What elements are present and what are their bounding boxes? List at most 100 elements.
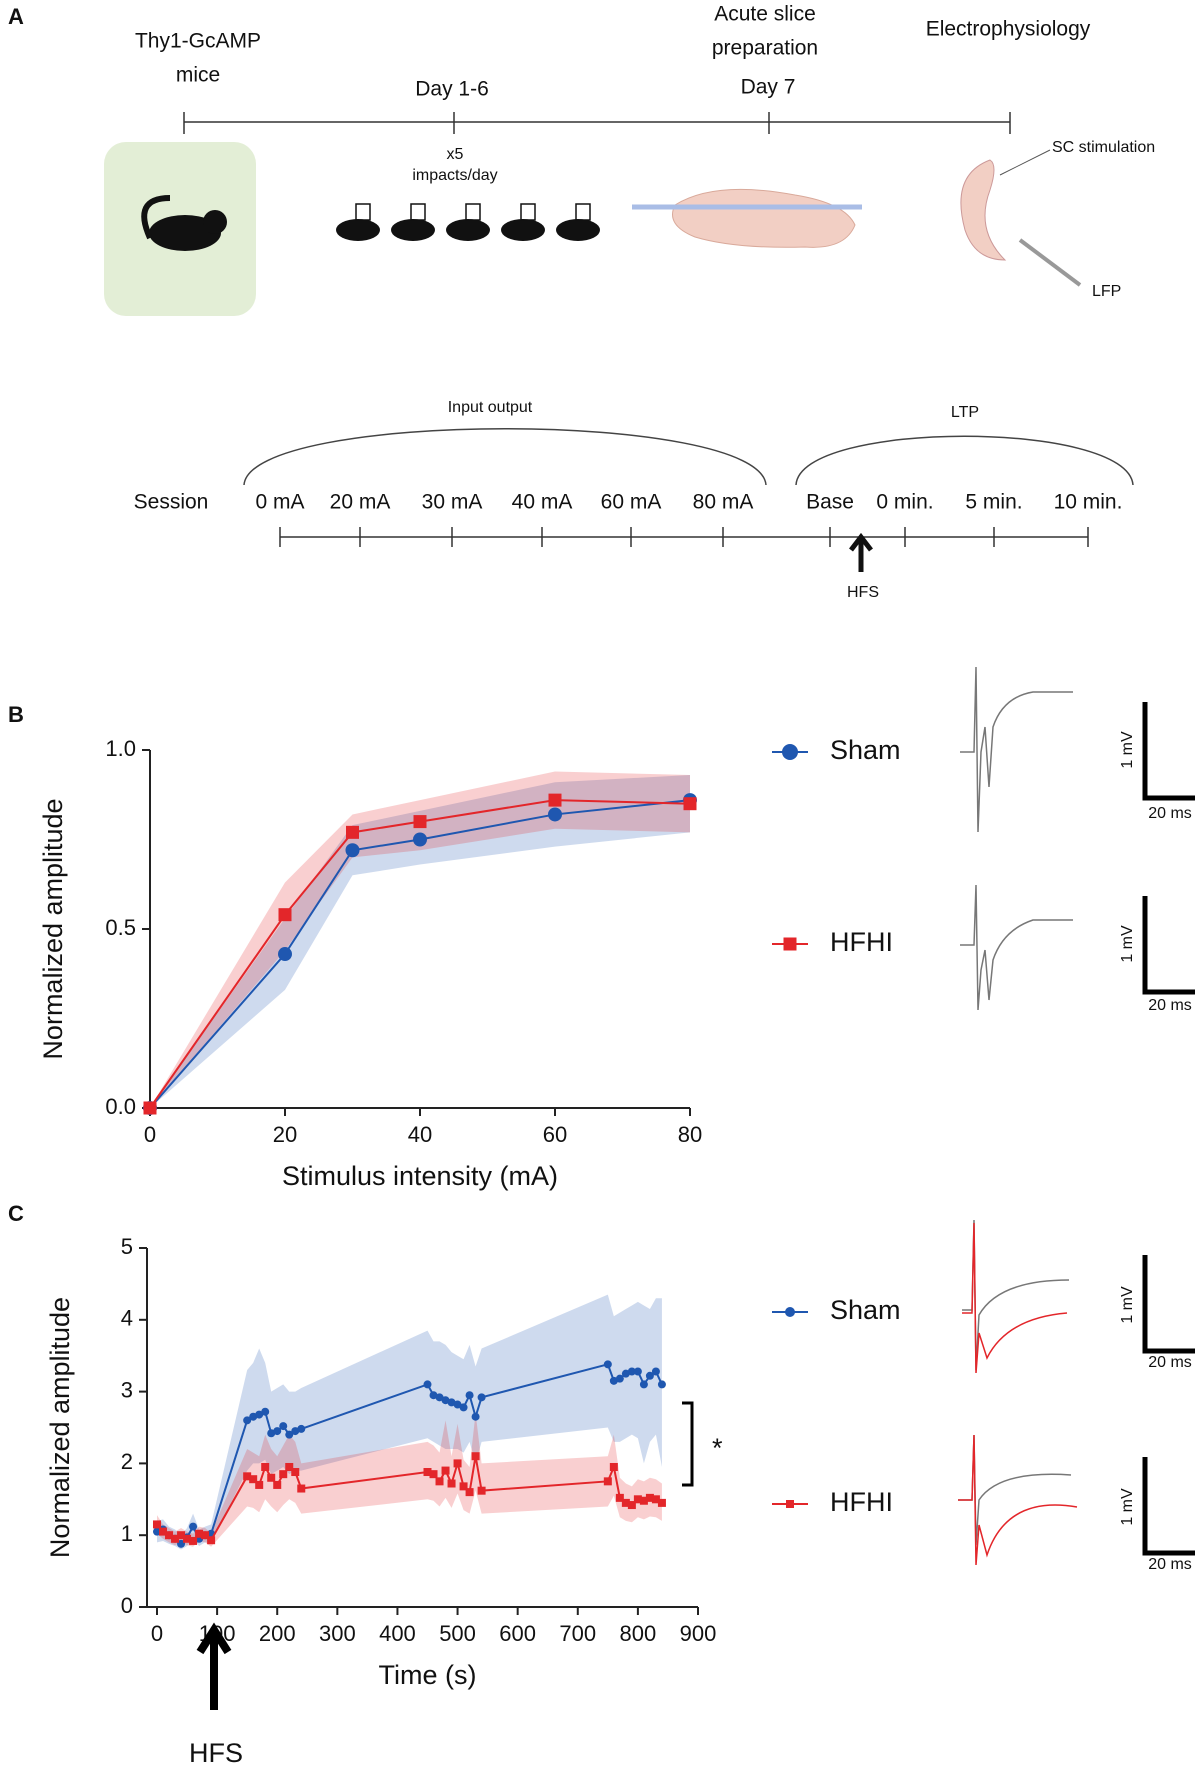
scale-label: 1 mV <box>1119 1488 1136 1526</box>
point <box>346 825 359 839</box>
session-step: 5 min. <box>965 491 1022 514</box>
point <box>171 1534 180 1543</box>
label: Day 1-6 <box>415 78 489 101</box>
point <box>291 1468 300 1477</box>
point <box>465 1391 474 1400</box>
point <box>255 1480 264 1489</box>
legend-label: HFHI <box>830 1487 893 1517</box>
impact-mice <box>336 203 600 241</box>
legend-label: Sham <box>830 1295 901 1325</box>
point <box>177 1539 186 1548</box>
y-tick-label: 1.0 <box>105 736 136 761</box>
point <box>297 1484 306 1493</box>
point <box>291 1427 300 1436</box>
point <box>459 1482 468 1491</box>
session-step: 0 min. <box>876 491 933 514</box>
label: Input output <box>448 399 533 416</box>
error-band <box>157 1294 662 1550</box>
point <box>435 1477 444 1486</box>
label: HFS <box>847 584 879 601</box>
y-tick-label: 1 <box>121 1521 133 1546</box>
point <box>645 1371 654 1380</box>
point <box>633 1495 642 1504</box>
x-tick-label: 0 <box>144 1122 156 1147</box>
timeline <box>183 112 1011 134</box>
scale-label: 1 mV <box>1119 925 1136 963</box>
point <box>243 1416 252 1425</box>
point <box>429 1391 438 1400</box>
point <box>639 1380 648 1389</box>
point <box>621 1498 630 1507</box>
point <box>345 843 360 858</box>
session-step: 60 mA <box>601 491 662 514</box>
point <box>447 1479 456 1488</box>
y-tick-label: 0 <box>121 1593 133 1618</box>
point <box>471 1452 480 1461</box>
x-axis-label: Time (s) <box>379 1660 477 1690</box>
point <box>183 1534 192 1543</box>
significance-bracket <box>682 1401 694 1487</box>
session-step: 0 mA <box>255 491 304 514</box>
label: Session <box>134 491 209 514</box>
point <box>267 1429 276 1438</box>
point <box>441 1466 450 1475</box>
point <box>609 1376 618 1385</box>
point <box>261 1407 270 1416</box>
point <box>189 1536 198 1545</box>
y-tick-label: 2 <box>121 1449 133 1474</box>
point <box>548 807 562 822</box>
point <box>279 1470 288 1479</box>
x-tick-label: 700 <box>559 1621 596 1646</box>
x-tick-label: 500 <box>439 1621 476 1646</box>
point <box>189 1522 198 1531</box>
label: LFP <box>1092 283 1121 300</box>
series-line <box>149 799 691 1109</box>
point <box>453 1400 462 1409</box>
brain <box>632 188 862 248</box>
x-tick-label: 0 <box>151 1621 163 1646</box>
point <box>285 1430 294 1439</box>
x-tick-label: 800 <box>620 1621 657 1646</box>
panel-label: A <box>8 4 24 29</box>
y-tick-label: 4 <box>121 1306 133 1331</box>
hfs-arrow <box>196 1622 232 1710</box>
point <box>201 1531 210 1540</box>
point <box>447 1398 456 1407</box>
x-tick-label: 300 <box>319 1621 356 1646</box>
point <box>441 1396 450 1405</box>
session-step: 20 mA <box>330 491 391 514</box>
point <box>267 1473 276 1482</box>
point <box>683 797 697 811</box>
point <box>627 1367 636 1376</box>
point <box>249 1412 258 1421</box>
x-tick-label: 900 <box>680 1621 717 1646</box>
panel-label: C <box>8 1201 24 1226</box>
legend-marker <box>782 744 798 760</box>
point <box>177 1531 186 1540</box>
point <box>165 1531 174 1540</box>
series-line <box>149 799 691 1109</box>
label: Electrophysiology <box>926 18 1091 41</box>
point <box>651 1495 660 1504</box>
y-tick-label: 5 <box>121 1234 133 1259</box>
label: LTP <box>951 404 979 421</box>
point <box>459 1403 468 1412</box>
point <box>651 1367 660 1376</box>
point <box>413 832 427 847</box>
label: Thy1-GcAMP <box>135 30 261 53</box>
legend-label: HFHI <box>830 927 893 957</box>
point <box>255 1410 264 1419</box>
mouse-icon <box>141 195 227 251</box>
scale-label: 20 ms <box>1148 1556 1192 1573</box>
legend-marker <box>786 1500 794 1508</box>
session-step: 80 mA <box>693 491 754 514</box>
point <box>471 1412 480 1421</box>
session-step: 40 mA <box>512 491 573 514</box>
point <box>429 1470 438 1479</box>
point <box>645 1493 654 1502</box>
point <box>279 1422 288 1431</box>
label: Acute slice <box>714 3 816 26</box>
point <box>603 1360 612 1369</box>
point <box>278 947 292 962</box>
point <box>297 1424 306 1433</box>
